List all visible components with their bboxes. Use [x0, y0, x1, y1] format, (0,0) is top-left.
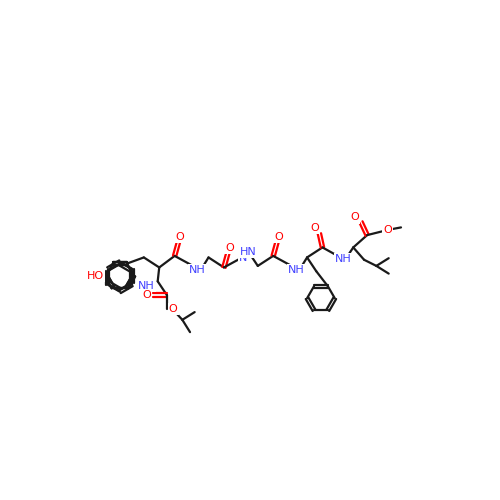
Text: O: O — [274, 232, 283, 241]
Text: N: N — [239, 253, 248, 263]
Text: O: O — [176, 232, 184, 241]
Text: O: O — [350, 212, 359, 222]
Text: NH: NH — [335, 254, 351, 264]
Text: H: H — [239, 246, 248, 256]
Text: HO: HO — [87, 270, 104, 280]
Text: HN: HN — [240, 247, 257, 257]
Text: NH: NH — [190, 265, 206, 275]
Text: O: O — [310, 223, 319, 233]
Text: O: O — [168, 304, 177, 314]
Text: O: O — [384, 224, 392, 234]
Text: O: O — [142, 290, 152, 300]
Text: NH: NH — [138, 281, 154, 291]
Text: O: O — [225, 243, 234, 253]
Text: NH: NH — [288, 265, 304, 275]
